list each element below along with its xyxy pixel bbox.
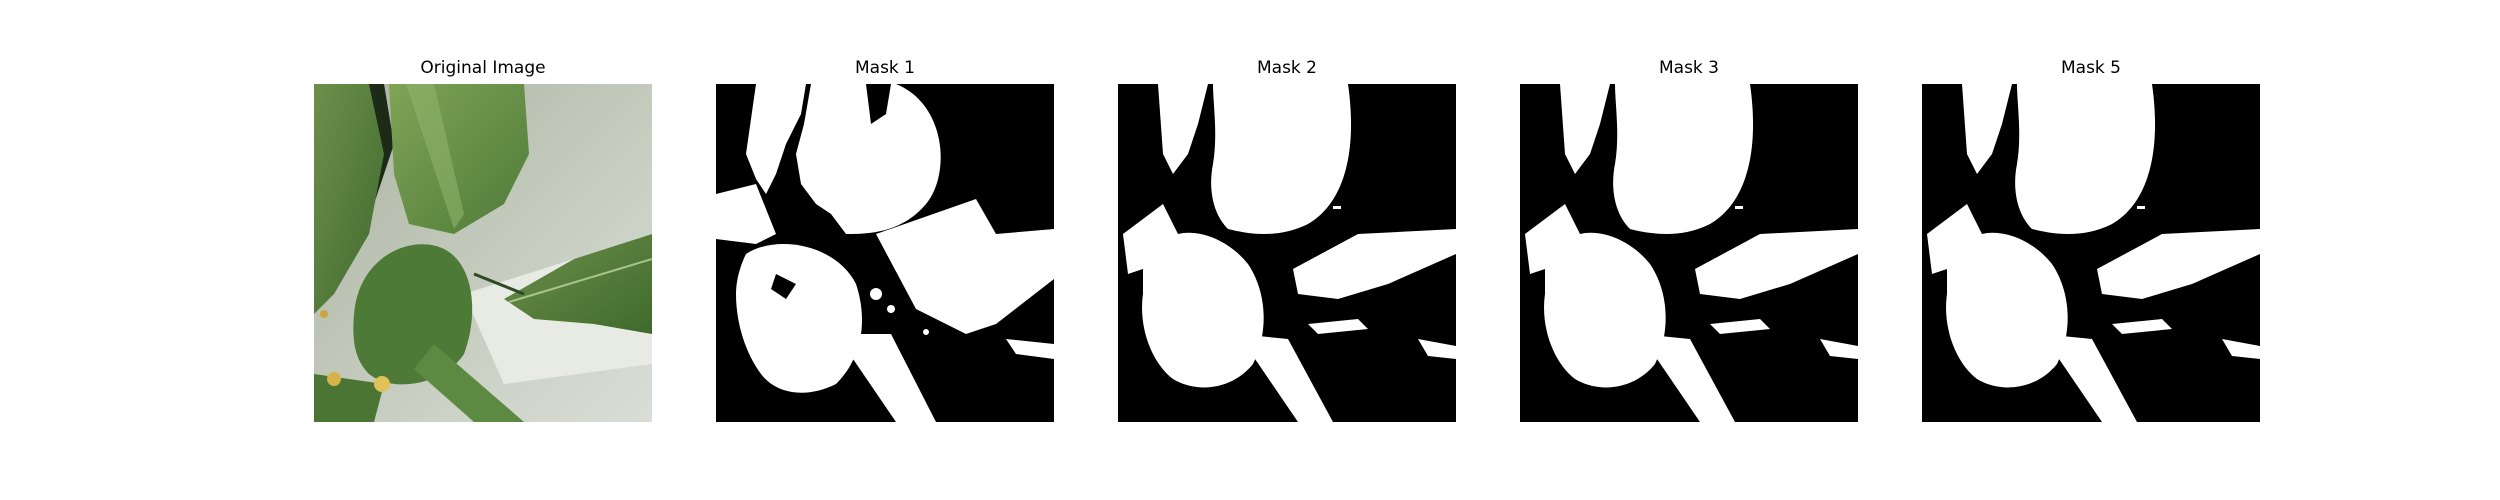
panel-original-image: Original Image [314,0,652,500]
mask-2-image [1118,84,1456,422]
mask-3-image [1520,84,1858,422]
mask-3-shape [1520,84,1858,422]
mask-1-image [716,84,1054,422]
mask-5-image [1922,84,2260,422]
panel-title: Original Image [420,58,546,78]
mask-2-shape [1118,84,1456,422]
panel-title: Mask 3 [1658,58,1719,78]
panel-title: Mask 5 [2060,58,2121,78]
panel-title: Mask 1 [854,58,915,78]
plant-photo-illustration [314,84,652,422]
panel-mask-5: Mask 5 [1922,0,2260,500]
panel-mask-3: Mask 3 [1520,0,1858,500]
panel-mask-2: Mask 2 [1118,0,1456,500]
mask-1-shape [716,84,1054,422]
original-plant-photo [314,84,652,422]
panel-mask-1: Mask 1 [716,0,1054,500]
mask-5-shape [1922,84,2260,422]
panel-title: Mask 2 [1256,58,1317,78]
